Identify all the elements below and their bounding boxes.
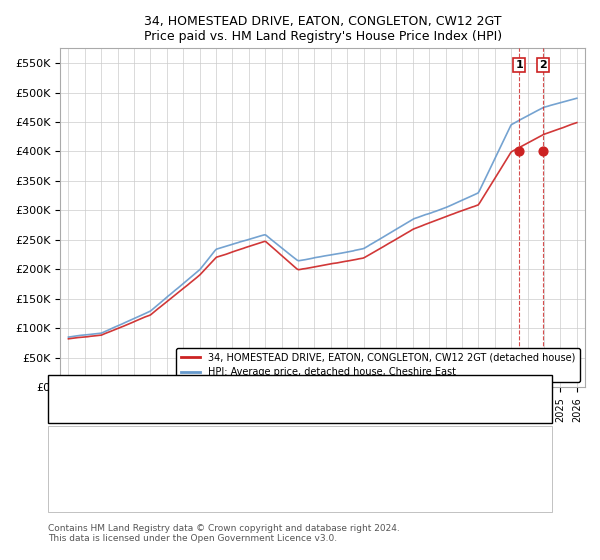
Text: £399,950: £399,950	[252, 440, 306, 450]
Text: Contains HM Land Registry data © Crown copyright and database right 2024.
This d: Contains HM Land Registry data © Crown c…	[48, 524, 400, 543]
Text: 1: 1	[78, 440, 86, 450]
Text: ─────: ─────	[60, 398, 97, 411]
Text: 34, HOMESTEAD DRIVE, EATON, CONGLETON, CW12 2GT (detached house): 34, HOMESTEAD DRIVE, EATON, CONGLETON, C…	[108, 379, 499, 389]
Text: 11% ↓ HPI: 11% ↓ HPI	[378, 468, 439, 478]
Text: 08-DEC-2023: 08-DEC-2023	[120, 468, 194, 478]
Text: ─────: ─────	[60, 377, 97, 390]
Title: 34, HOMESTEAD DRIVE, EATON, CONGLETON, CW12 2GT
Price paid vs. HM Land Registry': 34, HOMESTEAD DRIVE, EATON, CONGLETON, C…	[143, 15, 502, 43]
Text: 24-JUN-2022: 24-JUN-2022	[120, 440, 194, 450]
Text: 2: 2	[539, 60, 547, 70]
Legend: 34, HOMESTEAD DRIVE, EATON, CONGLETON, CW12 2GT (detached house), HPI: Average p: 34, HOMESTEAD DRIVE, EATON, CONGLETON, C…	[176, 348, 580, 382]
Text: HPI: Average price, detached house, Cheshire East: HPI: Average price, detached house, Ches…	[108, 399, 373, 409]
Point	[514, 147, 524, 156]
Point	[538, 147, 548, 156]
Text: 2: 2	[78, 468, 86, 478]
Text: £399,995: £399,995	[252, 468, 306, 478]
Text: 1: 1	[515, 60, 523, 70]
Text: 8% ↓ HPI: 8% ↓ HPI	[378, 440, 432, 450]
